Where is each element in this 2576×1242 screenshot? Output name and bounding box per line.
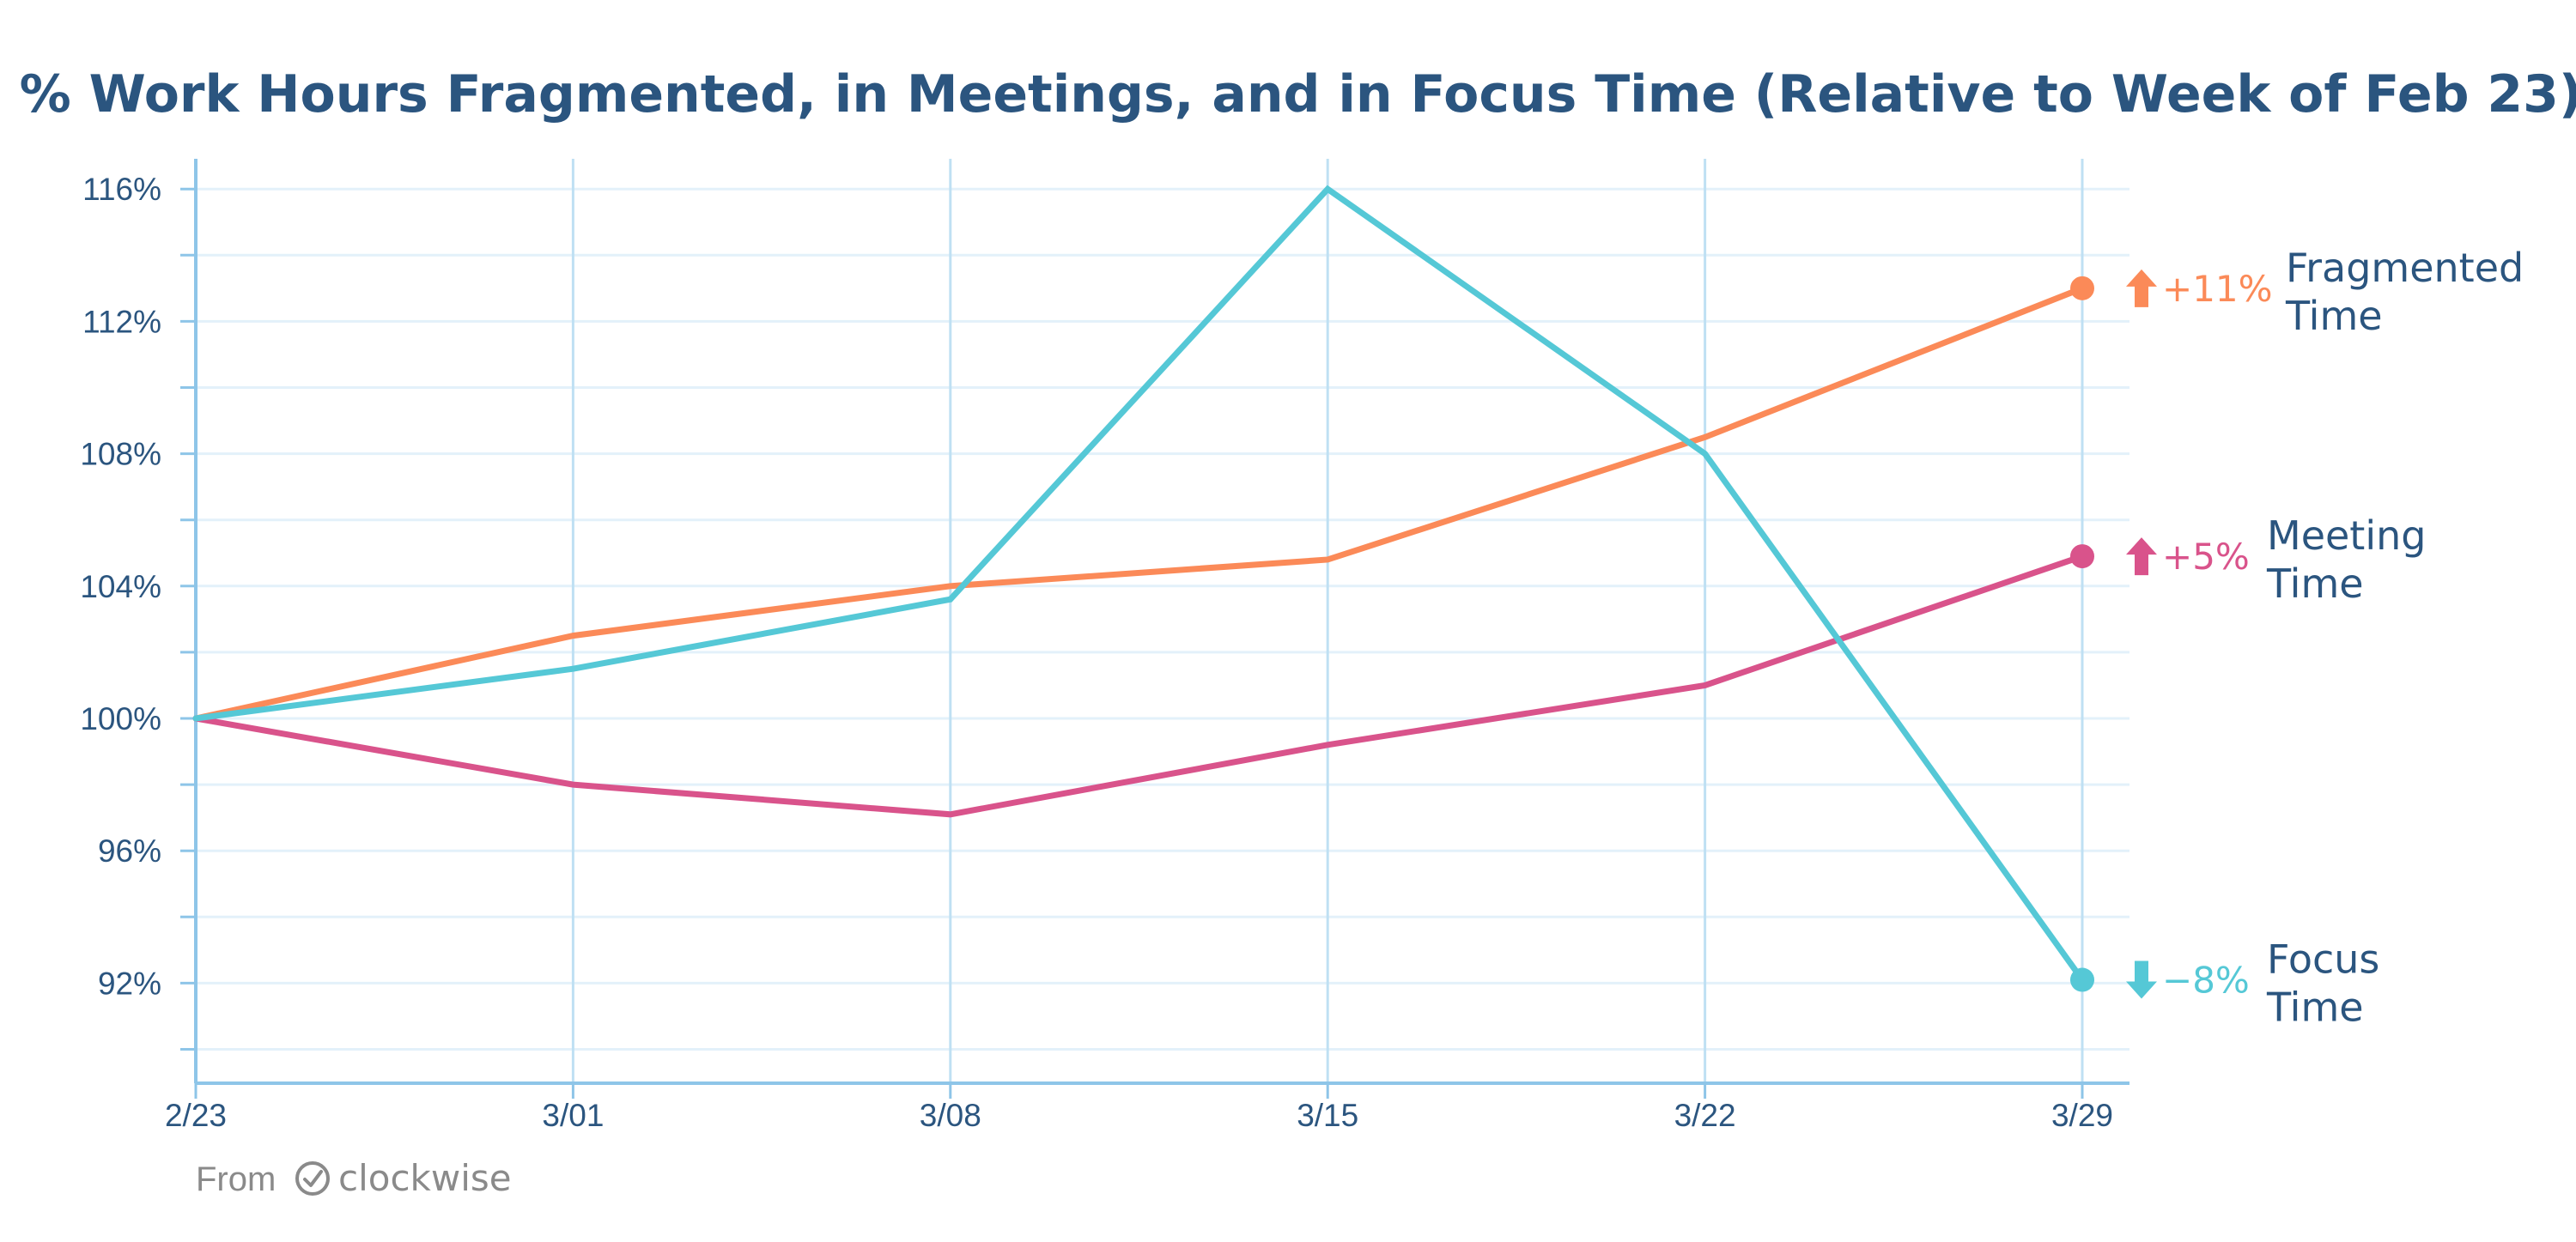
source-footer: From clockwise bbox=[196, 1157, 512, 1199]
y-tick-label: 100% bbox=[80, 701, 161, 736]
series-line-meeting-time bbox=[192, 553, 2086, 818]
arrow-down-icon bbox=[2126, 960, 2157, 999]
check-circle-icon bbox=[295, 1161, 330, 1196]
arrow-up-icon bbox=[2126, 537, 2157, 576]
grid-layer bbox=[196, 159, 2129, 1083]
series-change-label: −8% bbox=[2162, 960, 2250, 1002]
source-brand-name: clockwise bbox=[338, 1157, 512, 1199]
series-change-label: +11% bbox=[2162, 268, 2273, 310]
x-tick-label: 3/01 bbox=[542, 1098, 604, 1133]
y-tick-label: 112% bbox=[82, 304, 161, 339]
x-tick-label: 3/08 bbox=[920, 1098, 981, 1133]
series-end-point bbox=[2070, 544, 2094, 569]
x-tick-label: 2/23 bbox=[165, 1098, 227, 1133]
arrow-up-icon bbox=[2126, 269, 2157, 307]
series-end-point bbox=[2070, 967, 2094, 992]
axis-layer: 116% 112% 108% 104% 100% 96% 92% 2/23 3/01 3/08 3/… bbox=[80, 159, 2129, 1133]
series-name-label: Time bbox=[2266, 985, 2364, 1031]
series-name-label: Time bbox=[2266, 560, 2364, 607]
series-line-focus-time bbox=[192, 185, 2086, 984]
series-change-label: +5% bbox=[2162, 536, 2250, 578]
y-tick-label: 108% bbox=[80, 437, 161, 472]
x-tick-label: 3/22 bbox=[1674, 1098, 1736, 1133]
y-tick-label: 104% bbox=[80, 569, 161, 604]
series-name-label: Meeting bbox=[2267, 512, 2426, 559]
x-tick-label: 3/29 bbox=[2051, 1098, 2113, 1133]
series-name-label: Time bbox=[2285, 293, 2383, 339]
x-tick-label: 3/15 bbox=[1297, 1098, 1358, 1133]
series-name-label: Focus bbox=[2267, 936, 2379, 983]
y-tick-label: 116% bbox=[82, 172, 161, 207]
series-layer bbox=[192, 185, 2094, 992]
source-from-label: From bbox=[196, 1160, 276, 1198]
chart-title: % Work Hours Fragmented, in Meetings, an… bbox=[20, 64, 2576, 124]
y-tick-label: 92% bbox=[98, 966, 161, 1001]
series-name-label: Fragmented bbox=[2286, 245, 2524, 291]
y-tick-label: 96% bbox=[98, 833, 161, 869]
series-end-point bbox=[2070, 276, 2094, 300]
series-line-fragmented-time bbox=[192, 285, 2086, 722]
